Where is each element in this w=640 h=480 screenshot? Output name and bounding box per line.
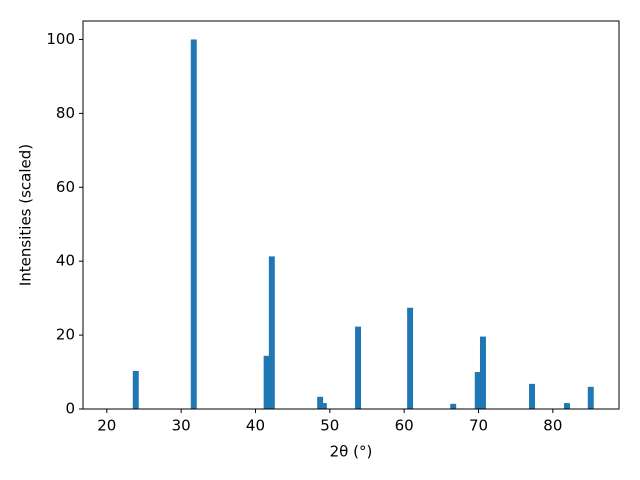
y-tick-label: 60 — [56, 178, 75, 196]
plot-frame — [82, 20, 620, 410]
bar — [190, 39, 197, 409]
x-tick-label: 20 — [97, 417, 116, 435]
bar — [529, 383, 535, 409]
bar — [355, 326, 362, 409]
y-tick-label: 100 — [46, 30, 75, 48]
bar — [479, 336, 486, 409]
x-tick-label: 70 — [469, 417, 488, 435]
bar — [317, 396, 324, 409]
bar — [563, 403, 570, 409]
x-tick-label: 40 — [246, 417, 265, 435]
bar — [407, 307, 414, 409]
y-tick-label: 40 — [56, 252, 75, 270]
x-tick-label: 60 — [395, 417, 414, 435]
bar — [587, 386, 594, 409]
x-tick-label: 30 — [172, 417, 191, 435]
bar — [268, 256, 275, 409]
y-axis-label: Intensities (scaled) — [17, 144, 35, 286]
y-tick-label: 20 — [56, 326, 75, 344]
x-axis-label: 2θ (°) — [330, 443, 373, 461]
bar — [474, 372, 481, 409]
bar — [132, 370, 139, 409]
y-tick-label: 0 — [65, 400, 75, 418]
bar — [450, 403, 457, 409]
x-tick-label: 50 — [320, 417, 339, 435]
y-tick-label: 80 — [56, 104, 75, 122]
x-tick-label: 80 — [543, 417, 562, 435]
bar — [320, 403, 327, 409]
bar — [263, 355, 270, 409]
